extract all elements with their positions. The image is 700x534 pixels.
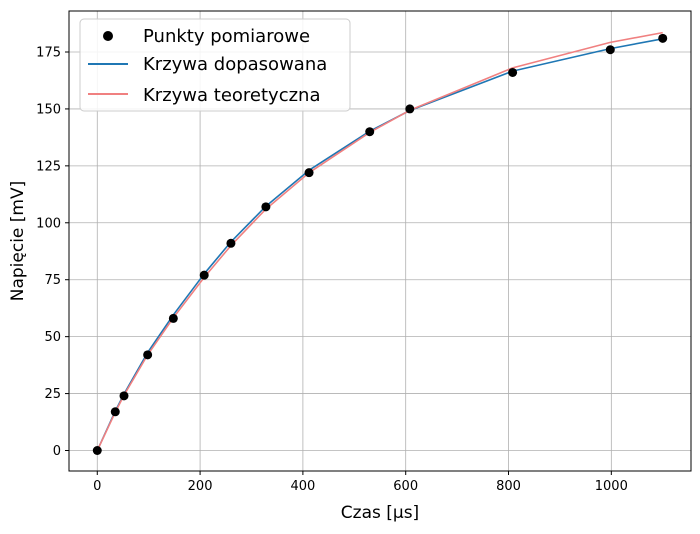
- legend-box: [79, 18, 351, 112]
- x-tick-label: 400: [290, 479, 315, 494]
- legend-label-points: Punkty pomiarowe: [143, 26, 310, 47]
- data-point: [304, 168, 314, 178]
- data-point: [92, 446, 102, 456]
- data-point: [143, 350, 153, 360]
- y-tick-label: 25: [44, 387, 61, 402]
- x-axis-label: Czas [μs]: [341, 503, 419, 523]
- legend-label-fit: Krzywa dopasowana: [143, 54, 327, 75]
- data-point: [658, 33, 668, 43]
- x-tick-label: 600: [393, 479, 418, 494]
- data-point: [365, 127, 375, 137]
- data-point: [226, 238, 236, 248]
- legend-marker-points: [103, 31, 113, 41]
- legend: Punkty pomiarowe Krzywa dopasowana Krzyw…: [79, 18, 351, 112]
- y-tick-label: 0: [53, 444, 61, 459]
- data-point: [199, 270, 209, 280]
- y-tick-label: 50: [44, 330, 61, 345]
- y-tick-label: 125: [36, 159, 61, 174]
- series-points: [92, 33, 668, 456]
- data-point: [508, 67, 518, 77]
- y-axis-label: Napięcie [mV]: [8, 181, 28, 302]
- x-tick-label: 800: [496, 479, 521, 494]
- x-axis: 0 200 400 600 800 1000: [93, 471, 628, 494]
- legend-label-theory: Krzywa teoretyczna: [143, 85, 321, 106]
- x-tick-label: 1000: [595, 479, 628, 494]
- series-lines: [96, 31, 663, 451]
- data-point: [110, 407, 120, 417]
- data-point: [168, 313, 178, 323]
- x-tick-label: 200: [188, 479, 213, 494]
- y-tick-label: 175: [36, 45, 61, 60]
- data-point: [405, 104, 415, 114]
- data-point: [261, 202, 271, 212]
- x-tick-label: 0: [93, 479, 101, 494]
- y-tick-label: 75: [44, 273, 61, 288]
- data-point: [119, 391, 129, 401]
- y-tick-label: 100: [36, 216, 61, 231]
- y-tick-label: 150: [36, 102, 61, 117]
- series-line-2: [96, 31, 663, 451]
- data-point: [605, 45, 615, 55]
- plot-frame: [68, 10, 692, 472]
- y-axis: 0 25 50 75 100 125 150 175: [36, 45, 69, 459]
